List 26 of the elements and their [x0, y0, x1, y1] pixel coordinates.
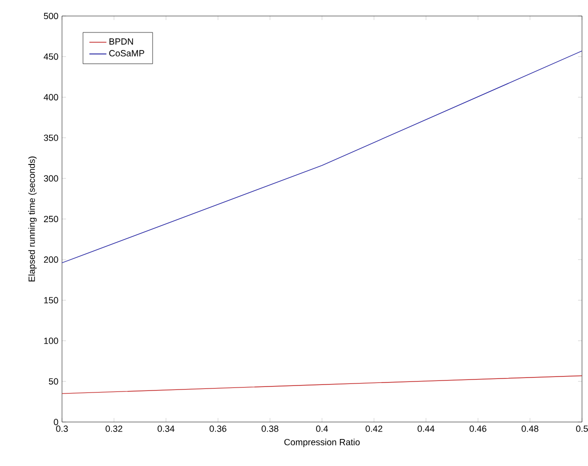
- y-tick-label: 450: [44, 53, 58, 60]
- x-tick-label: 0.48: [522, 426, 538, 432]
- legend-label: CoSaMP: [109, 50, 144, 56]
- y-tick-label: 350: [44, 134, 58, 141]
- y-tick-label: 250: [44, 216, 58, 222]
- x-tick-label: 0.3: [56, 426, 68, 432]
- x-tick-label: 0.5: [576, 426, 588, 432]
- x-tick-label: 0.36: [210, 426, 226, 432]
- y-tick-label: 150: [44, 297, 58, 304]
- y-tick-label: 300: [44, 175, 58, 182]
- y-tick-label: 50: [48, 378, 58, 385]
- y-axis-title: Elapsed running time (seconds): [28, 156, 37, 282]
- x-axis-title: Compression Ratio: [284, 438, 360, 448]
- y-tick-label: 400: [44, 94, 58, 100]
- y-tick-label: 100: [44, 338, 58, 344]
- legend-label: BPDN: [110, 38, 133, 45]
- y-tick-label: 500: [44, 12, 58, 20]
- x-tick-label: 0.32: [106, 426, 122, 432]
- x-tick-label: 0.44: [418, 426, 434, 432]
- y-tick-label: 200: [44, 256, 58, 263]
- x-tick-label: 0.46: [470, 426, 486, 432]
- x-tick-label: 0.4: [316, 426, 328, 432]
- x-tick-label: 0.38: [262, 426, 278, 432]
- x-tick-label: 0.34: [158, 426, 174, 432]
- y-tick-label: 0: [54, 418, 58, 426]
- x-tick-label: 0.42: [366, 426, 382, 432]
